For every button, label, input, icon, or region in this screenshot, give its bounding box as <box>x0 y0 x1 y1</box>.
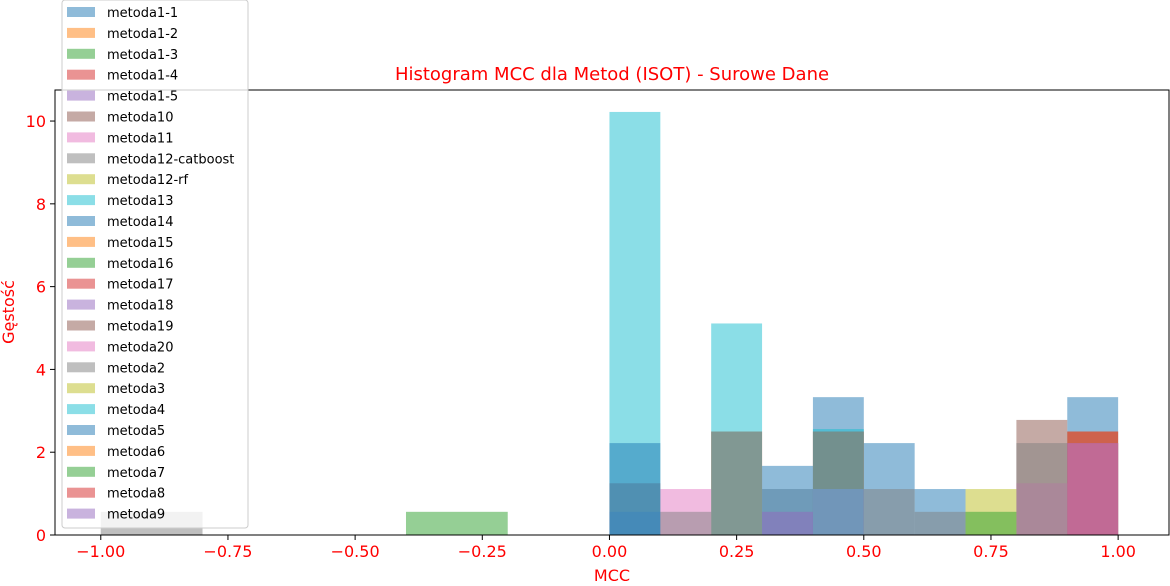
legend-swatch-metoda18 <box>67 299 95 310</box>
legend-swatch-metoda1-5 <box>67 90 95 101</box>
chart-title: Histogram MCC dla Metod (ISOT) - Surowe … <box>395 64 829 85</box>
histogram-bars <box>100 111 1119 535</box>
y-tick-label: 2 <box>36 443 46 462</box>
x-tick-label: −1.00 <box>76 542 125 561</box>
histogram-bar-metoda12-catboost-2 <box>863 489 915 535</box>
legend-swatch-metoda5 <box>67 425 95 435</box>
y-tick-label: 0 <box>36 526 46 545</box>
legend-label-metoda13: metoda13 <box>107 194 173 209</box>
legend-label-metoda4: metoda4 <box>107 403 165 418</box>
legend-label-metoda1-1: metoda1-1 <box>107 6 178 21</box>
histogram-bar-metoda13-2 <box>812 429 864 535</box>
histogram-bar-metoda2-1 <box>914 511 966 535</box>
histogram-bar-metoda5-0 <box>609 443 661 535</box>
legend-swatch-metoda9 <box>67 508 95 519</box>
y-tick-label: 10 <box>26 112 46 131</box>
legend-swatch-metoda2 <box>67 362 95 373</box>
legend-label-metoda2: metoda2 <box>107 361 165 376</box>
legend-swatch-metoda19 <box>67 320 95 331</box>
x-tick-label: −0.25 <box>458 542 507 561</box>
legend-label-metoda5: metoda5 <box>107 424 165 439</box>
x-tick-label: 0.50 <box>846 542 882 561</box>
legend-label-metoda8: metoda8 <box>107 487 165 502</box>
histogram-bar-metoda2-0 <box>660 511 712 535</box>
legend-swatch-metoda12-rf <box>67 174 95 185</box>
x-tick-label: 0.75 <box>973 542 1009 561</box>
histogram-bar-metoda13-1 <box>711 323 763 535</box>
legend-label-metoda11: metoda11 <box>107 131 173 146</box>
legend-label-metoda1-4: metoda1-4 <box>107 69 178 84</box>
legend-swatch-metoda6 <box>67 445 95 456</box>
legend-swatch-metoda7 <box>67 466 95 477</box>
legend-swatch-metoda10 <box>67 111 95 122</box>
legend-swatch-metoda17 <box>67 278 95 289</box>
y-tick-label: 8 <box>36 195 46 214</box>
legend-label-metoda19: metoda19 <box>107 320 173 335</box>
histogram-bar-metoda11-3 <box>1067 443 1119 535</box>
legend-box <box>61 0 249 529</box>
legend-label-metoda17: metoda17 <box>107 278 173 293</box>
legend-items: metoda1-1 metoda1-2 metoda1-3 metoda1-4 meto… <box>67 6 234 523</box>
y-axis-ticks: 0 2 4 6 8 10 <box>26 112 55 545</box>
legend-swatch-metoda3 <box>67 383 95 394</box>
histogram-bar-metoda12-catboost-3 <box>1016 443 1068 535</box>
y-tick-label: 4 <box>36 360 46 379</box>
legend-swatch-metoda4 <box>67 404 95 415</box>
histogram-bar-metoda16-0 <box>965 511 1017 535</box>
legend-label-metoda18: metoda18 <box>107 299 173 314</box>
legend-label-metoda3: metoda3 <box>107 382 165 397</box>
legend-label-metoda20: metoda20 <box>107 340 173 355</box>
legend-label-metoda1-5: metoda1-5 <box>107 90 178 105</box>
legend-swatch-metoda8 <box>67 487 95 498</box>
legend-label-metoda16: metoda16 <box>107 257 173 272</box>
x-axis-label: MCC <box>594 566 630 585</box>
x-tick-label: −0.75 <box>203 542 252 561</box>
legend-label-metoda14: metoda14 <box>107 215 173 230</box>
legend-swatch-metoda11 <box>67 132 95 143</box>
legend-label-metoda12-rf: metoda12-rf <box>107 173 189 188</box>
axes-frame <box>54 89 1170 536</box>
legend-swatch-metoda16 <box>67 257 95 268</box>
legend-swatch-metoda15 <box>67 236 95 247</box>
legend-label-metoda10: metoda10 <box>107 111 173 126</box>
y-axis-label: Gęstość <box>0 280 18 344</box>
x-tick-label: 0.00 <box>592 542 628 561</box>
legend-label-metoda12-catboost: metoda12-catboost <box>107 152 234 167</box>
legend-label-metoda1-3: metoda1-3 <box>107 48 178 63</box>
legend-swatch-metoda1-2 <box>67 27 95 38</box>
legend-swatch-metoda1-4 <box>67 69 95 80</box>
histogram-bar-metoda1-3-0 <box>405 511 508 535</box>
x-tick-label: 0.25 <box>719 542 755 561</box>
y-tick-label: 6 <box>36 278 46 297</box>
x-tick-label: 1.00 <box>1100 542 1136 561</box>
legend-swatch-metoda14 <box>67 216 95 226</box>
legend-label-metoda15: metoda15 <box>107 236 173 251</box>
x-tick-label: −0.50 <box>331 542 380 561</box>
legend-label-metoda7: metoda7 <box>107 466 165 481</box>
legend-swatch-metoda20 <box>67 341 95 352</box>
legend-swatch-metoda1-1 <box>67 7 95 17</box>
legend-label-metoda9: metoda9 <box>107 508 165 523</box>
legend-swatch-metoda13 <box>67 195 95 206</box>
legend-label-metoda6: metoda6 <box>107 445 165 460</box>
legend: metoda1-1 metoda1-2 metoda1-3 metoda1-4 meto… <box>61 0 249 529</box>
legend-swatch-metoda1-3 <box>67 48 95 59</box>
legend-label-metoda1-2: metoda1-2 <box>107 27 178 42</box>
legend-swatch-metoda12-catboost <box>67 153 95 164</box>
x-axis-ticks: −1.00 −0.75 −0.50 −0.25 0.00 0.25 0.50 0.75 1.00 <box>76 535 1136 561</box>
histogram-bar-metoda18-0 <box>762 511 813 535</box>
